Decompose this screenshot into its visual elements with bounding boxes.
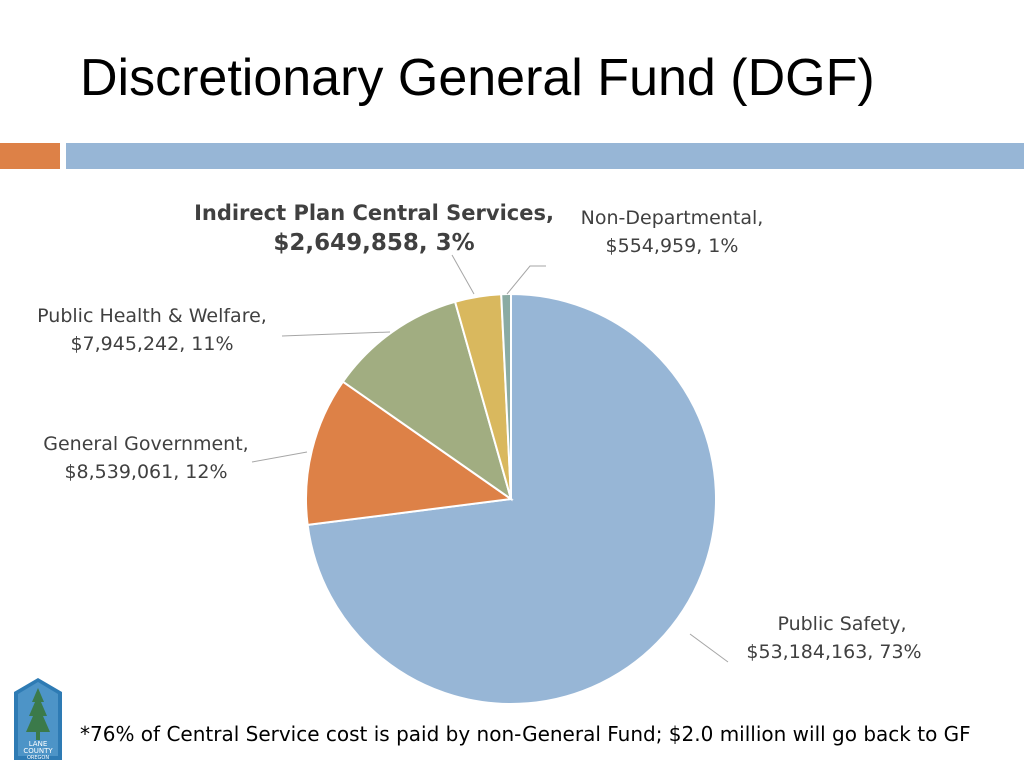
accent-bar (0, 143, 60, 169)
leader-line (281, 331, 391, 337)
pie-slices (305, 292, 717, 705)
pie-slice-general-government (305, 380, 514, 527)
slice-value-label: $554,959, 1% (606, 235, 739, 257)
slice-value-label: $8,539,061, 12% (64, 461, 227, 483)
slice-value-label: $53,184,163, 73% (746, 641, 921, 663)
page-title: Discretionary General Fund (DGF) (80, 49, 875, 107)
tree-icon (26, 688, 50, 740)
lane-county-logo: LANE COUNTY OREGON (14, 678, 62, 761)
leader-line (251, 451, 308, 463)
slice-value-label: $7,945,242, 11% (70, 333, 233, 355)
header-rule-bar (66, 143, 1024, 169)
slice-category-label: Indirect Plan Central Services, (194, 201, 554, 225)
pie-labels: Public Safety, $53,184,163, 73% General Go… (37, 201, 921, 663)
pie-slice-non-departmental (500, 292, 512, 500)
slice-category-label: Non-Departmental, (581, 207, 764, 229)
logo-text-line3: OREGON (27, 755, 49, 761)
leader-line (689, 633, 729, 663)
logo-text-line2: COUNTY (23, 747, 53, 755)
logo-text-line1: LANE (29, 740, 48, 748)
leader-line (506, 265, 546, 295)
slice-category-label: Public Health & Welfare, (37, 305, 267, 327)
footnote: *76% of Central Service cost is paid by … (80, 722, 971, 746)
leader-line (451, 254, 475, 295)
slice-category-label: General Government, (43, 433, 248, 455)
slice-category-label: Public Safety, (777, 613, 906, 635)
slice-value-label: $2,649,858, 3% (273, 230, 474, 256)
leader-lines (251, 254, 729, 663)
